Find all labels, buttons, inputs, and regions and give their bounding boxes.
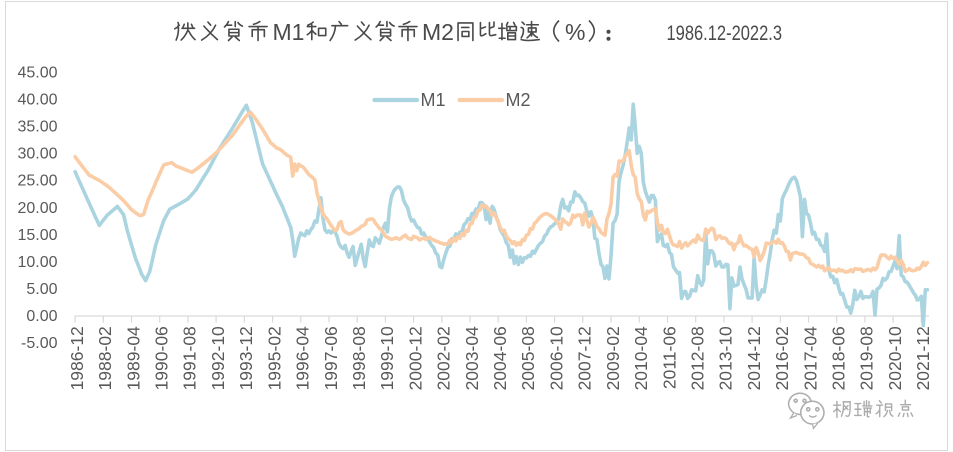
svg-text:2010-04: 2010-04: [631, 326, 651, 390]
svg-text:1998-08: 1998-08: [349, 326, 369, 390]
svg-text:0.00: 0.00: [26, 308, 57, 325]
svg-text:1993-12: 1993-12: [236, 326, 256, 390]
svg-text:%: %: [565, 19, 585, 45]
svg-text:2019-08: 2019-08: [857, 326, 877, 390]
svg-text:1995-02: 1995-02: [264, 326, 284, 390]
svg-text:1999-10: 1999-10: [377, 326, 397, 390]
svg-text:25.00: 25.00: [17, 173, 57, 190]
svg-text:2007-12: 2007-12: [575, 326, 595, 390]
svg-text:1992-10: 1992-10: [208, 326, 228, 390]
svg-text:1990-06: 1990-06: [152, 326, 172, 390]
svg-text:M1: M1: [273, 19, 305, 45]
svg-text:5.00: 5.00: [26, 281, 57, 298]
svg-text:M1: M1: [421, 90, 446, 110]
svg-text:45.00: 45.00: [17, 65, 57, 82]
svg-text:2005-08: 2005-08: [518, 326, 538, 390]
svg-text:30.00: 30.00: [17, 146, 57, 163]
svg-text:M2: M2: [422, 19, 454, 45]
svg-text:1988-02: 1988-02: [95, 326, 115, 390]
svg-text:2013-10: 2013-10: [716, 326, 736, 390]
svg-text:2004-06: 2004-06: [490, 326, 510, 390]
svg-text:2012-08: 2012-08: [688, 326, 708, 390]
svg-text:1986.12-2022.3: 1986.12-2022.3: [667, 21, 783, 45]
svg-text:2017-04: 2017-04: [800, 326, 820, 390]
svg-text:20.00: 20.00: [17, 200, 57, 217]
svg-text:2002-02: 2002-02: [434, 326, 454, 390]
svg-text:-5.00: -5.00: [21, 335, 58, 352]
svg-text:2003-04: 2003-04: [462, 326, 482, 390]
svg-text:1989-04: 1989-04: [123, 326, 143, 390]
svg-text:40.00: 40.00: [17, 92, 57, 109]
svg-text:2016-02: 2016-02: [772, 326, 792, 390]
svg-text:1986-12: 1986-12: [67, 326, 87, 390]
svg-text:2009-02: 2009-02: [603, 326, 623, 390]
svg-text:2000-12: 2000-12: [405, 326, 425, 390]
svg-text:10.00: 10.00: [17, 254, 57, 271]
svg-text:M2: M2: [506, 90, 531, 110]
svg-text:2021-12: 2021-12: [913, 326, 933, 390]
svg-text:2011-06: 2011-06: [659, 326, 679, 389]
svg-text:35.00: 35.00: [17, 119, 57, 136]
svg-text:1996-04: 1996-04: [293, 326, 313, 390]
svg-text:2006-10: 2006-10: [546, 326, 566, 390]
svg-text:15.00: 15.00: [17, 227, 57, 244]
svg-text:2014-12: 2014-12: [744, 326, 764, 390]
svg-text:2020-10: 2020-10: [885, 326, 905, 390]
svg-text:1991-08: 1991-08: [180, 326, 200, 390]
svg-text:2018-06: 2018-06: [829, 326, 849, 390]
svg-text:1997-06: 1997-06: [321, 326, 341, 390]
